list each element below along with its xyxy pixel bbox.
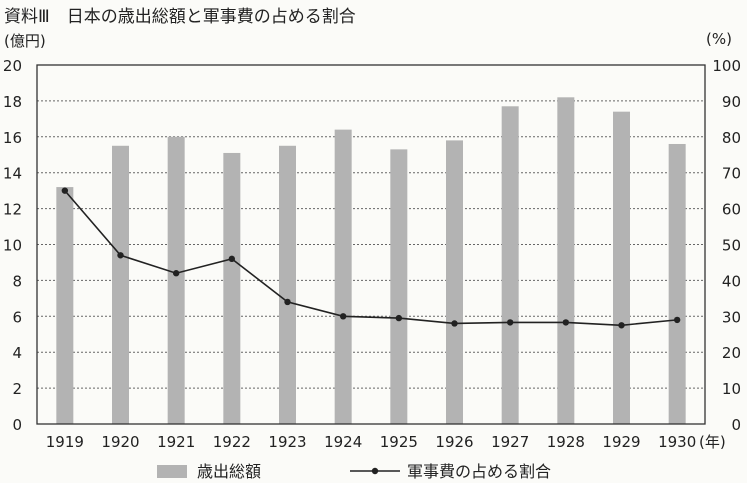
right-axis-unit: (%) [706, 30, 732, 48]
left-tick-label: 6 [12, 308, 22, 326]
bar [557, 97, 575, 424]
right-tick-label: 0 [731, 416, 741, 434]
bar [223, 152, 241, 424]
right-tick-label: 40 [722, 272, 741, 290]
bar [167, 136, 185, 425]
left-tick-label: 8 [12, 272, 22, 290]
x-tick-label: 1926 [435, 433, 473, 451]
x-tick-label: 1930 [658, 433, 696, 451]
left-axis-unit: (億円) [4, 32, 46, 50]
x-tick-label: 1920 [101, 433, 139, 451]
line-point [673, 316, 681, 324]
plot-frame [36, 64, 706, 425]
line-point [172, 270, 180, 277]
line-point [506, 319, 514, 326]
line-point [339, 313, 347, 320]
bar [501, 106, 519, 424]
line-point [618, 322, 625, 329]
line-point [61, 187, 69, 194]
bar [390, 149, 408, 425]
line-point [562, 319, 570, 326]
line-point [228, 255, 236, 263]
right-tick-label: 30 [722, 308, 741, 326]
legend-bar-label: 歳出総額 [197, 462, 261, 481]
right-tick-label: 10 [722, 380, 741, 398]
right-tick-label: 90 [722, 93, 741, 111]
x-tick-label: 1925 [380, 433, 418, 451]
bar [668, 143, 686, 425]
bar [279, 145, 296, 424]
left-tick-label: 18 [3, 93, 22, 111]
left-tick-label: 14 [3, 165, 22, 183]
left-tick-label: 20 [3, 57, 22, 75]
right-tick-label: 50 [722, 237, 741, 255]
bar [112, 145, 129, 424]
x-axis-suffix: (年) [699, 433, 726, 451]
legend-line-marker [371, 467, 379, 475]
x-tick-label: 1927 [491, 433, 529, 451]
bar [56, 187, 74, 424]
x-tick-label: 1922 [213, 433, 251, 451]
right-tick-label: 80 [722, 129, 741, 147]
series-line [64, 190, 678, 327]
right-tick-label: 20 [722, 344, 741, 362]
line-point [395, 314, 403, 322]
line-point [117, 252, 124, 259]
left-tick-label: 2 [12, 380, 22, 398]
legend-line-label: 軍事費の占める割合 [407, 462, 551, 481]
x-tick-label: 1928 [547, 433, 585, 451]
line-point [284, 298, 291, 306]
left-tick-label: 16 [3, 129, 22, 147]
right-tick-label: 70 [722, 165, 741, 183]
chart-title: 資料Ⅲ 日本の歳出総額と軍事費の占める割合 [4, 7, 356, 27]
left-tick-label: 4 [12, 344, 22, 362]
x-tick-label: 1929 [602, 433, 640, 451]
left-tick-label: 10 [3, 237, 22, 255]
bar [446, 140, 463, 424]
legend-bar-swatch [157, 465, 187, 478]
x-tick-label: 1924 [324, 433, 362, 451]
left-tick-label: 0 [12, 416, 22, 434]
right-tick-label: 100 [712, 57, 741, 75]
x-tick-label: 1921 [157, 433, 195, 451]
x-tick-label: 1919 [46, 433, 84, 451]
x-tick-label: 1923 [268, 433, 306, 451]
bar [613, 111, 630, 425]
right-tick-label: 60 [722, 201, 741, 219]
bar [334, 129, 352, 424]
line-point [451, 320, 458, 327]
left-tick-label: 12 [3, 201, 22, 219]
